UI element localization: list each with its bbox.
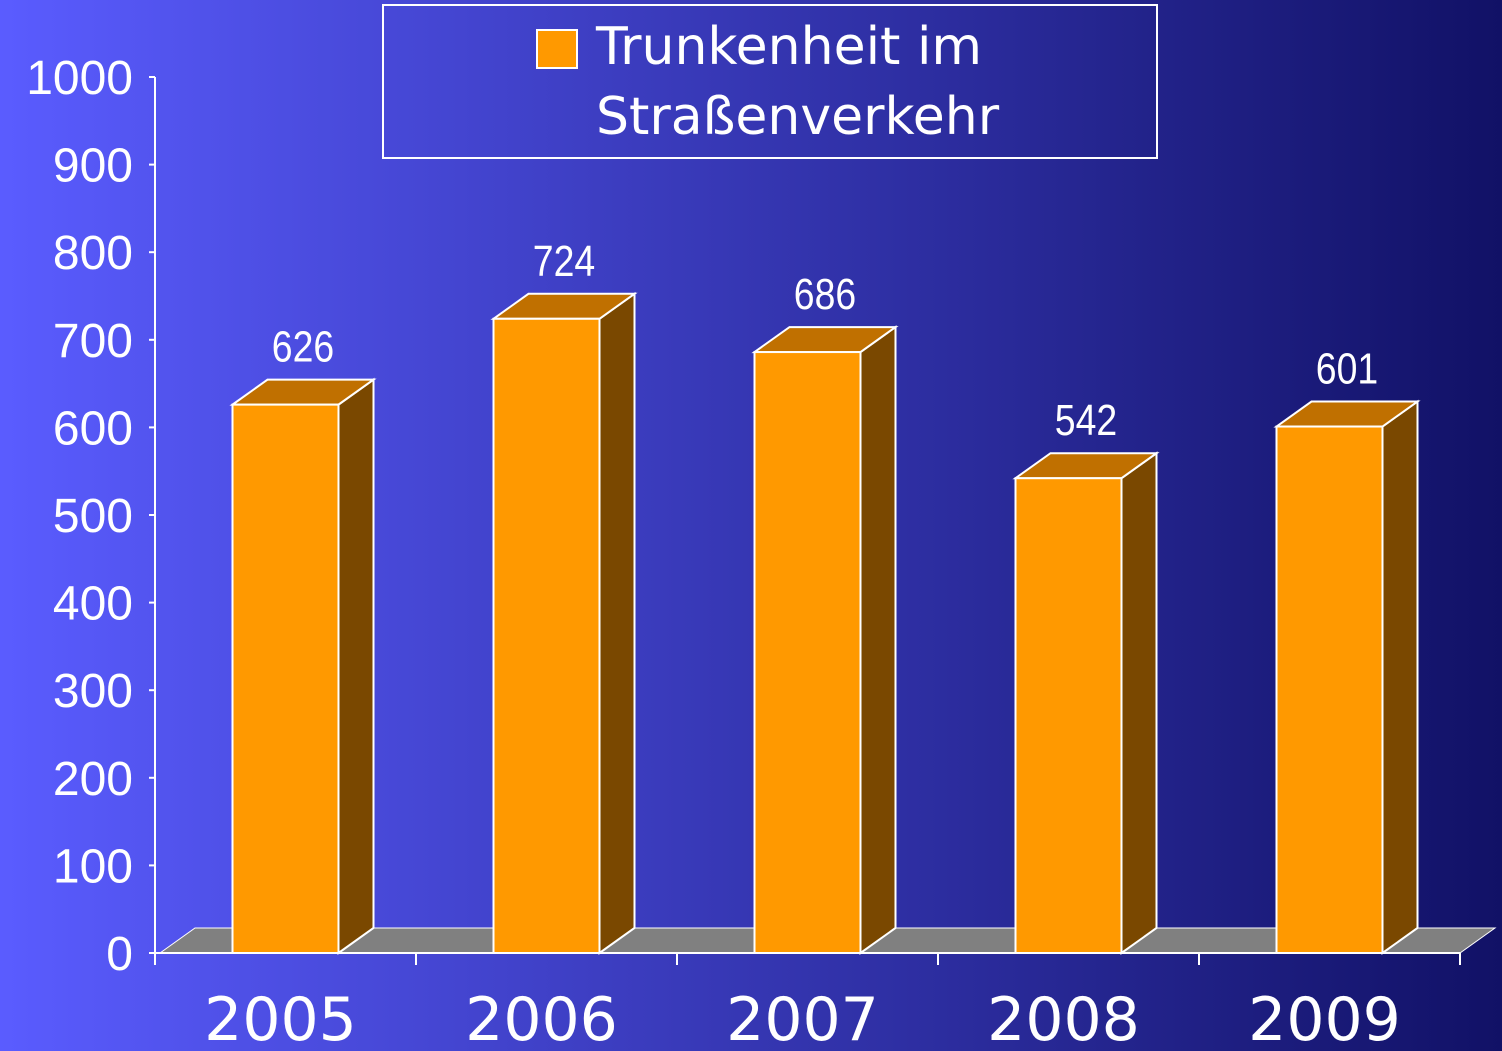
value-label: 686 [794,269,856,319]
y-tick-label: 500 [53,490,133,543]
bar-side [337,377,375,955]
legend-box [382,4,1158,159]
y-tick-label: 700 [53,315,133,368]
y-tick-label: 200 [53,753,133,806]
value-label: 626 [272,322,334,372]
y-tick-label: 800 [53,227,133,280]
x-tick-label: 2007 [726,985,879,1051]
bar-side [1381,399,1419,955]
x-tick-label: 2008 [987,985,1140,1051]
legend-swatch [536,29,578,69]
y-tick-label: 600 [53,402,133,455]
x-tick-label: 2006 [465,985,618,1051]
value-label: 542 [1055,395,1117,445]
bar [753,351,862,954]
y-tick-label: 300 [53,665,133,718]
y-tick-label: 900 [53,140,133,193]
bar [1275,425,1384,954]
bar [231,403,340,954]
bar-side [1120,451,1158,955]
x-tick-label: 2005 [204,985,357,1051]
y-tick-label: 100 [53,840,133,893]
value-label: 601 [1316,344,1378,394]
bar [1014,477,1123,954]
value-label: 724 [533,236,595,286]
bar [492,317,601,954]
x-tick-label: 2009 [1248,985,1401,1051]
bar-side [859,325,897,955]
legend-label: Trunkenheit im Straßenverkehr [596,17,1000,147]
y-tick-label: 0 [106,928,133,981]
bar-side [598,291,636,955]
y-tick-label: 1000 [26,52,133,105]
y-tick-label: 400 [53,578,133,631]
